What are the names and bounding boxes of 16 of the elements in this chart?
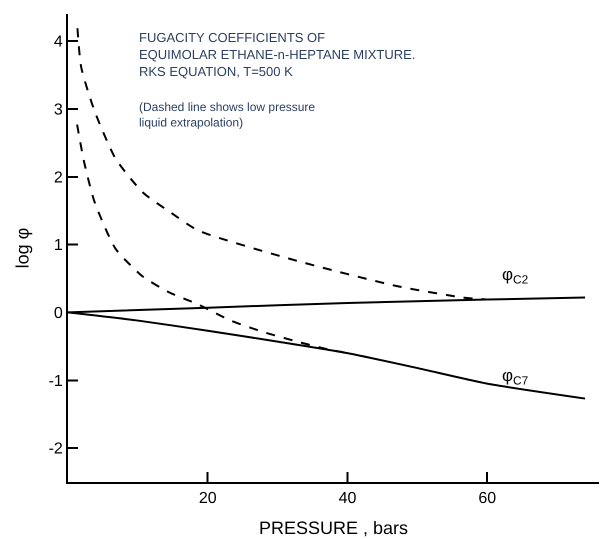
y-tick-label: -2	[48, 440, 63, 458]
y-tick-label: 1	[54, 237, 63, 254]
annotation: FUGACITY COEFFICIENTS OF EQUIMOLAR ETHANE-n-HEPTANE MIXTURE. RKS EQUATION, T=500 K	[139, 30, 416, 79]
x-axis-title: PRESSURE , bars	[258, 518, 408, 538]
series-label: φ$_{C2}$	[502, 265, 529, 287]
y-tick-label: 0	[54, 305, 63, 322]
series-label: φ$_{C7}$	[502, 366, 529, 388]
y-tick-label: -1	[48, 372, 63, 390]
y-tick-label: 3	[54, 102, 63, 119]
x-tick-label: 20	[198, 490, 217, 508]
y-tick-label: 4	[54, 34, 63, 51]
y-tick-label: 2	[54, 169, 63, 186]
annotation: (Dashed line shows low pressure liquid extrapolation)	[139, 100, 316, 130]
x-tick-label: 40	[338, 490, 356, 508]
x-tick-label: 60	[478, 490, 496, 508]
y-axis-title: log φ	[12, 228, 32, 268]
